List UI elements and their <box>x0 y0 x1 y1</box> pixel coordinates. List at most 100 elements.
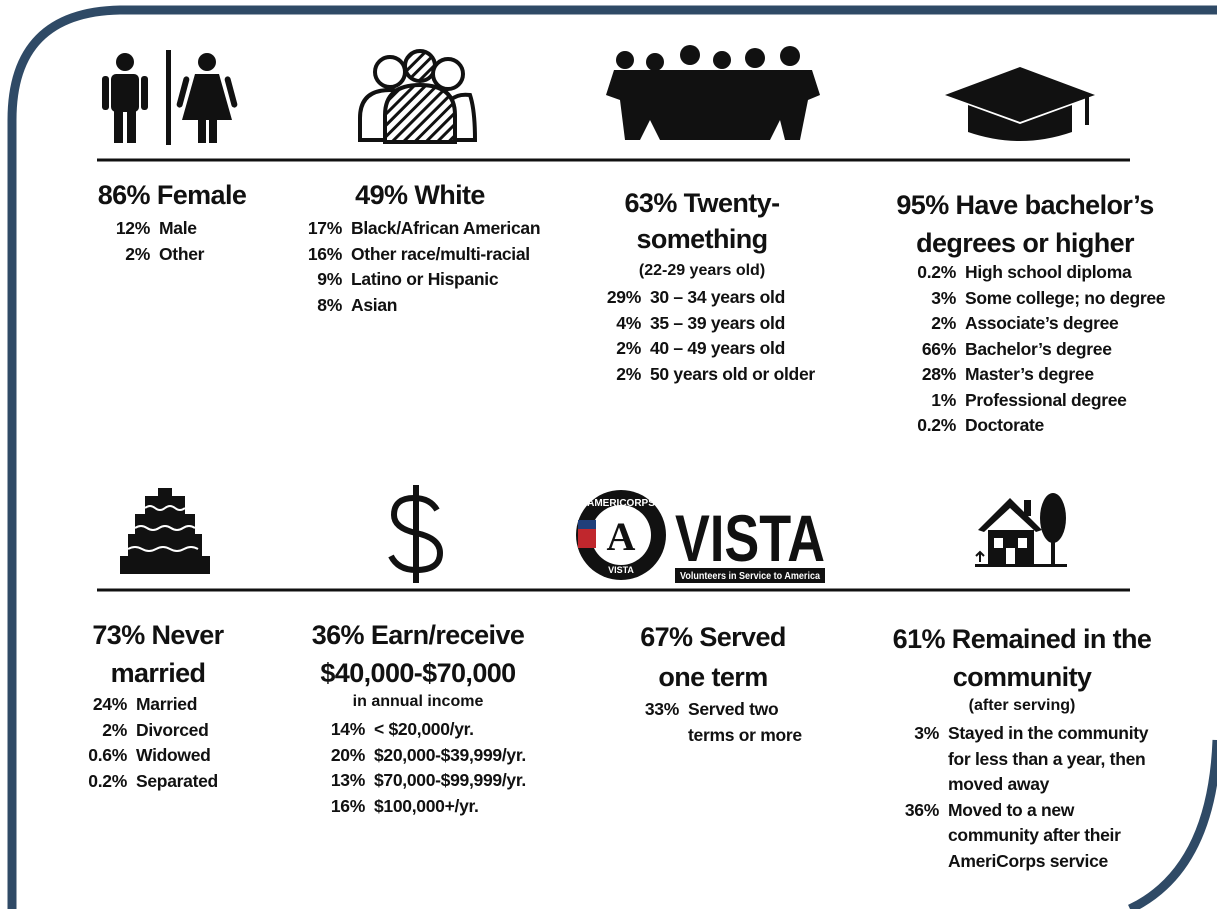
stat-label: Professional degree <box>965 388 1127 414</box>
stat-label: Doctorate <box>965 413 1044 439</box>
stat-percent: 0.2% <box>917 262 956 282</box>
stat-label: Separated <box>136 769 218 795</box>
label-line: Latino or Hispanic <box>351 269 499 289</box>
seal-text: AMERICORPS <box>587 498 655 509</box>
label-line: Bachelor’s degree <box>965 338 1112 359</box>
label-line: < $20,000/yr. <box>374 719 474 739</box>
stat-percent: 20% <box>330 744 365 765</box>
stat-percent: 16% <box>330 795 365 816</box>
label-line: $100,000+/yr. <box>374 795 479 816</box>
label-line: 50 years old or older <box>650 363 815 384</box>
stat-label: Served two terms or more <box>688 697 802 748</box>
logo-name: VISTA <box>675 501 825 575</box>
logo-tagline: Volunteers in Service to America <box>680 571 820 582</box>
label-line: Divorced <box>136 719 209 740</box>
headline: community <box>952 662 1092 692</box>
label-line: Served two <box>688 699 779 719</box>
stat-label: Bachelor’s degree <box>965 337 1112 363</box>
house-icon <box>975 493 1067 567</box>
stat-row: 66% Bachelor’s degree <box>900 337 1112 363</box>
label-line: High school diploma <box>965 262 1132 282</box>
cake-icon <box>120 488 210 574</box>
stat-label: Married <box>136 692 197 718</box>
gender-icon <box>102 50 238 145</box>
stat-percent: 29% <box>606 287 641 307</box>
label-line: Black/African American <box>351 218 541 238</box>
headline: 63% Twenty- <box>624 188 781 218</box>
headline: something <box>636 224 768 254</box>
label-line: Male <box>159 218 197 238</box>
stat-row: 17% Black/African American <box>286 216 541 242</box>
headline: 49% White <box>355 180 485 210</box>
label-line: community after their <box>948 825 1121 845</box>
stat-percent: 33% <box>644 699 679 719</box>
stat-label: Other <box>159 242 204 268</box>
label-line: terms or more <box>688 724 802 745</box>
headline: 73% Never <box>92 620 224 650</box>
label-line: Professional degree <box>965 389 1127 410</box>
stat-percent: 0.6% <box>88 745 127 765</box>
headline: 86% Female <box>97 180 247 210</box>
headline: one term <box>658 662 768 692</box>
grad-icon <box>945 67 1095 141</box>
stat-row: 16% Other race/multi-racial <box>286 242 530 268</box>
diversity-icon <box>358 49 478 144</box>
headline: 95% Have bachelor’s <box>896 190 1154 220</box>
stat-percent: 2% <box>125 243 150 264</box>
label-line: 30 – 34 years old <box>650 287 785 307</box>
stat-row: 9% Latino or Hispanic <box>286 267 498 293</box>
label-line: Stayed in the community <box>948 723 1149 743</box>
stat-row: 12% Male <box>94 216 197 242</box>
stat-label: Moved to a new community after their Ameri… <box>948 798 1121 875</box>
stat-percent: 0.2% <box>917 415 956 435</box>
stat-row: 0.2% Doctorate <box>900 413 1044 439</box>
label-line: $70,000-$99,999/yr. <box>374 770 526 790</box>
label-line: Widowed <box>136 745 211 765</box>
stat-label: Stayed in the community for less than a y… <box>948 721 1149 798</box>
stat-row: 2% 50 years old or older <box>585 362 815 388</box>
label-line: Some college; no degree <box>965 287 1166 308</box>
stat-label: Widowed <box>136 743 211 769</box>
dollar-icon <box>388 485 444 583</box>
stat-row: 29% 30 – 34 years old <box>585 285 785 311</box>
stat-row: 16% $100,000+/yr. <box>309 794 479 820</box>
label-line: Master’s degree <box>965 364 1094 384</box>
stat-label: 50 years old or older <box>650 362 815 388</box>
label-line: Married <box>136 694 198 714</box>
label-line: Asian <box>351 294 398 315</box>
label-line: for less than a year, then <box>948 748 1146 769</box>
stat-row: 4% 35 – 39 years old <box>585 311 785 337</box>
stat-percent: 28% <box>921 364 956 384</box>
stat-row: 1% Professional degree <box>900 388 1127 414</box>
label-line: Moved to a new <box>948 799 1075 820</box>
seal-text: VISTA <box>608 565 634 575</box>
stat-row: 0.2% Separated <box>71 769 218 795</box>
stat-label: Divorced <box>136 718 209 744</box>
stat-row: 2% Divorced <box>71 718 209 744</box>
stat-label: Black/African American <box>351 216 541 242</box>
stat-label: < $20,000/yr. <box>374 717 474 743</box>
stat-percent: 16% <box>307 243 342 264</box>
stat-label: 35 – 39 years old <box>650 311 785 337</box>
note: (22-29 years old) <box>638 262 766 279</box>
stat-row: 0.2% High school diploma <box>900 260 1131 286</box>
logo-bar <box>675 568 825 583</box>
stat-row: 0.6% Widowed <box>71 743 211 769</box>
stat-percent: 1% <box>931 389 956 410</box>
crowd-icon <box>606 45 820 140</box>
note: in annual income <box>352 693 484 710</box>
stat-percent: 2% <box>102 719 127 740</box>
stat-row: 33% Served two terms or more <box>623 697 802 748</box>
stat-label: High school diploma <box>965 260 1132 286</box>
stat-percent: 66% <box>921 338 956 359</box>
stat-label: $20,000-$39,999/yr. <box>374 743 526 769</box>
note: (after serving) <box>968 697 1076 714</box>
stat-row: 2% Other <box>94 242 204 268</box>
stat-label: Latino or Hispanic <box>351 267 499 293</box>
stat-row: 20% $20,000-$39,999/yr. <box>309 743 526 769</box>
stat-row: 24% Married <box>71 692 198 718</box>
stat-label: $70,000-$99,999/yr. <box>374 768 526 794</box>
label-line: Other <box>159 243 205 264</box>
label-line: Other race/multi-racial <box>351 243 530 264</box>
stat-percent: 3% <box>931 287 956 308</box>
